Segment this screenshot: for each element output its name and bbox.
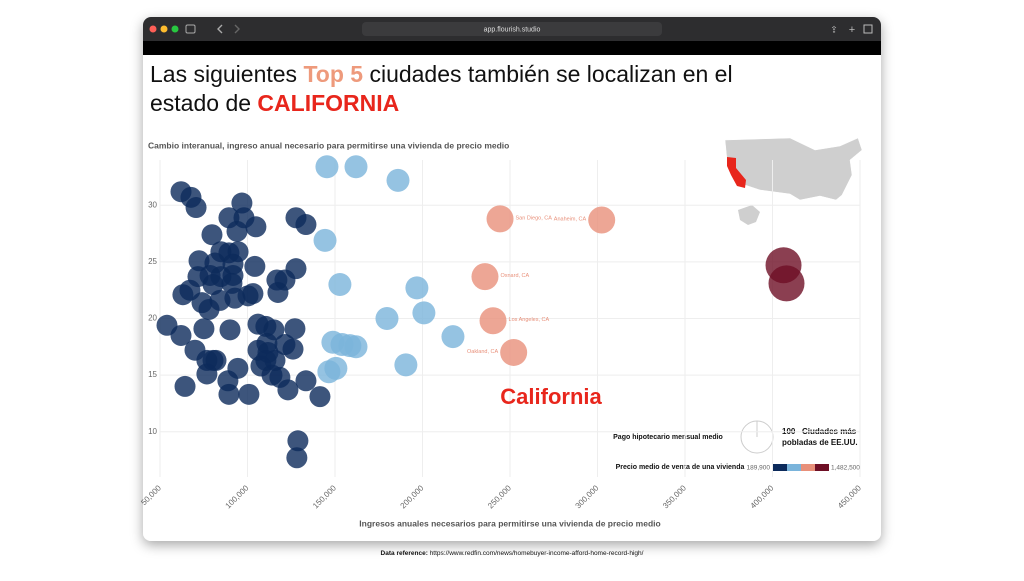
new-tab-button[interactable]: +	[849, 24, 855, 36]
share-button[interactable]: ⇪	[830, 24, 838, 34]
point	[244, 255, 266, 277]
color-legend-min: 189,900	[747, 465, 771, 472]
color-legend-swatch	[773, 464, 787, 471]
point	[238, 383, 260, 405]
color-legend-max: 1,482,500	[831, 465, 860, 472]
point	[344, 335, 368, 359]
footer: Data reference: https://www.redfin.com/n…	[381, 550, 644, 557]
point-label: Oakland, CA	[467, 349, 499, 355]
point	[412, 301, 436, 325]
chart-title: Las siguientes Top 5 ciudades también se…	[150, 61, 733, 87]
point	[768, 265, 805, 302]
back-button[interactable]	[217, 24, 223, 34]
point	[245, 216, 267, 238]
point	[500, 338, 528, 366]
point-label: Anaheim, CA	[554, 216, 587, 222]
y-tick-label: 25	[148, 257, 157, 266]
point	[202, 274, 224, 296]
y-tick-label: 20	[148, 314, 157, 323]
forward-button[interactable]	[234, 24, 240, 34]
annotation: California	[500, 384, 602, 409]
point-label: San Diego, CA	[516, 215, 553, 221]
y-tick-label: 30	[148, 200, 157, 209]
title-part: Las siguientes	[150, 61, 303, 87]
point	[277, 379, 299, 401]
point	[264, 349, 286, 371]
y-tick-label: 10	[148, 427, 157, 436]
title-part: ciudades también se localizan en el	[363, 61, 733, 87]
title-part: estado de	[150, 90, 257, 116]
point	[441, 325, 465, 349]
map	[724, 137, 863, 225]
color-legend-title: Precio medio de venta de una vivienda	[616, 464, 745, 471]
point	[226, 220, 248, 242]
point	[196, 363, 218, 385]
point	[394, 353, 418, 377]
map-california	[727, 157, 746, 188]
point	[218, 383, 240, 405]
browser-window	[143, 17, 881, 541]
point	[309, 386, 331, 408]
point	[184, 339, 206, 361]
color-legend-swatch	[787, 464, 801, 471]
url: app.flourish.studio	[484, 26, 541, 33]
title-part: CALIFORNIA	[257, 90, 399, 116]
color-legend-swatch	[815, 464, 829, 471]
title-part: Top 5	[303, 61, 363, 87]
point-label: Los Angeles, CA	[509, 317, 550, 323]
point	[375, 307, 399, 330]
point	[284, 318, 306, 340]
footer-url: https://www.redfin.com/news/homebuyer-in…	[430, 550, 644, 557]
point	[295, 370, 317, 392]
point	[486, 205, 514, 233]
point	[405, 276, 429, 300]
point	[315, 155, 339, 179]
point	[479, 307, 507, 335]
point	[471, 263, 499, 291]
point	[174, 375, 196, 397]
point	[188, 250, 210, 272]
tabs-button[interactable]	[863, 24, 873, 34]
sidebar-button[interactable]	[185, 24, 196, 34]
size-legend-title: Pago hipotecario mensual medio	[613, 434, 723, 441]
close-button[interactable]	[149, 25, 157, 33]
point	[193, 318, 215, 340]
size-legend-text: pobladas de EE.UU.	[782, 438, 858, 447]
point	[170, 324, 192, 346]
address-bar[interactable]	[362, 22, 662, 36]
point	[317, 360, 341, 384]
point	[328, 273, 352, 297]
point-label: Oxnard, CA	[500, 273, 529, 279]
point	[286, 447, 308, 469]
point	[386, 168, 410, 192]
toolbar-strip	[143, 41, 881, 55]
point	[295, 214, 317, 236]
point	[198, 298, 220, 320]
color-legend-swatch	[801, 464, 815, 471]
zoom-button[interactable]	[171, 25, 179, 33]
footer-label: Data reference:	[381, 550, 428, 557]
point	[588, 206, 616, 234]
x-axis-label: Ingresos anuales necesarios para permiti…	[359, 518, 660, 528]
point	[172, 284, 194, 306]
point	[201, 224, 223, 246]
point	[219, 319, 241, 341]
point	[185, 197, 207, 219]
point	[282, 338, 304, 360]
point	[287, 430, 309, 452]
point	[267, 281, 289, 303]
minimize-button[interactable]	[160, 25, 168, 33]
chart-title: estado de CALIFORNIA	[150, 90, 399, 116]
y-tick-label: 15	[148, 370, 157, 379]
subtitle: Cambio interanual, ingreso anual necesar…	[148, 140, 509, 150]
point	[344, 155, 368, 179]
point	[313, 228, 337, 252]
map-alaska	[738, 205, 760, 225]
point	[242, 283, 264, 305]
